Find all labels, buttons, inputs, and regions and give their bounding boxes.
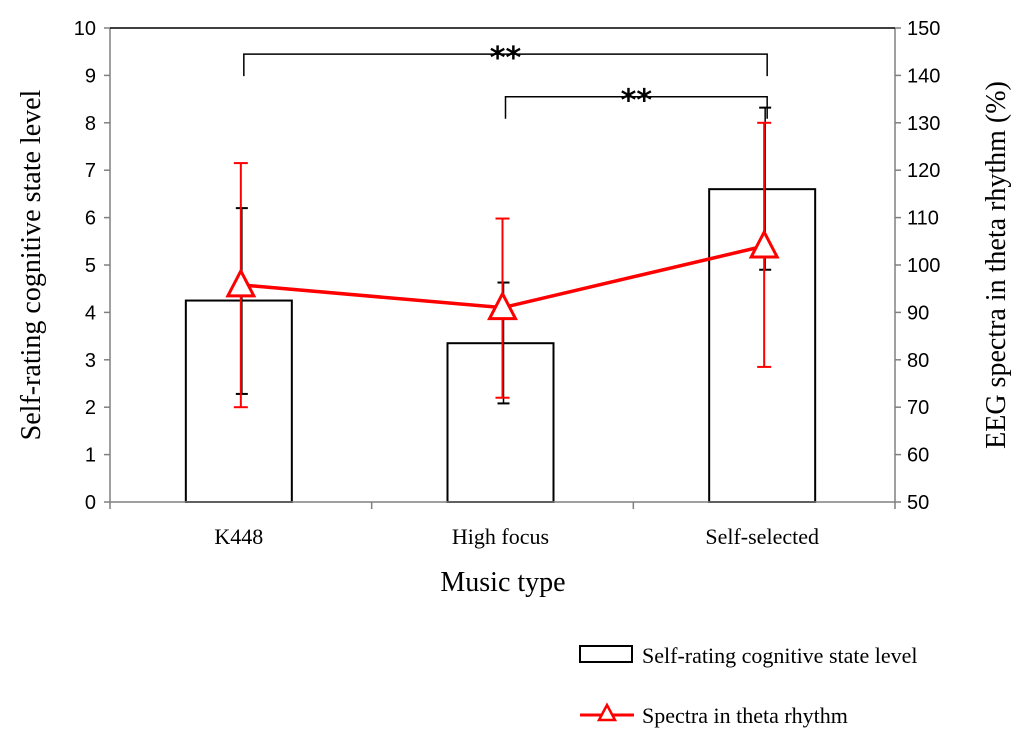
significance-bracket <box>504 95 768 119</box>
y-left-tick-label: 10 <box>74 18 96 40</box>
y-left-tick-label: 3 <box>85 350 96 372</box>
errors-layer <box>233 106 772 409</box>
y-axis-right-title: EEG spectra in theta rhythm (%) <box>981 81 1012 449</box>
significance-label: ** <box>621 84 653 119</box>
theta-point-marker <box>748 228 780 259</box>
significance-layer: ** ** <box>243 41 768 119</box>
y-right-tick-label: 50 <box>907 492 929 514</box>
legend-label-bar: Self-rating cognitive state level <box>642 643 918 668</box>
y-left-tick-label: 2 <box>85 397 96 419</box>
theta-point-marker <box>487 290 518 321</box>
significance-label: ** <box>490 41 522 76</box>
y-right-tick-label: 90 <box>907 302 929 324</box>
y-left-tick-label: 8 <box>85 113 96 135</box>
significance-bracket <box>243 53 768 77</box>
y-right-tick-label: 100 <box>907 255 940 277</box>
y-right-tick-label: 80 <box>907 350 929 372</box>
y-right-tick-label: 110 <box>907 208 939 230</box>
y-right-tick-label: 130 <box>907 113 940 135</box>
legend-triangle-icon <box>596 702 618 722</box>
legend-swatch-bar <box>579 645 633 663</box>
y-left-tick-label: 4 <box>85 302 96 324</box>
y-left-tick-label: 0 <box>85 492 96 514</box>
legend-label-line: Spectra in theta rhythm <box>642 703 848 728</box>
bar <box>446 342 555 503</box>
y-left-tick-label: 9 <box>85 65 96 87</box>
y-right-tick-label: 60 <box>907 445 929 467</box>
y-left-tick-label: 7 <box>85 160 96 182</box>
line-layer <box>225 228 780 321</box>
axes-layer: 0 1 2 3 4 5 6 7 8 9 10 50 60 70 80 90 100 110 120 130 140 150… <box>74 18 941 549</box>
y-right-tick-label: 70 <box>907 397 929 419</box>
legend: Self-rating cognitive state level Spectr… <box>579 643 918 728</box>
x-tick-label: K448 <box>214 524 263 549</box>
bar <box>184 299 293 503</box>
y-right-tick-label: 140 <box>907 65 940 87</box>
x-tick-label: High focus <box>452 524 549 549</box>
y-axis-left-title: Self-rating cognitive state level <box>16 89 47 440</box>
y-right-tick-label: 150 <box>907 18 940 40</box>
theta-point-marker <box>225 267 257 298</box>
y-right-tick-label: 120 <box>907 160 940 182</box>
y-left-tick-label: 6 <box>85 208 96 230</box>
x-axis-title: Music type <box>440 567 565 598</box>
bars-layer <box>184 188 817 503</box>
y-left-tick-label: 1 <box>85 445 96 467</box>
x-tick-label: Self-selected <box>705 524 819 549</box>
y-left-tick-label: 5 <box>85 255 96 277</box>
